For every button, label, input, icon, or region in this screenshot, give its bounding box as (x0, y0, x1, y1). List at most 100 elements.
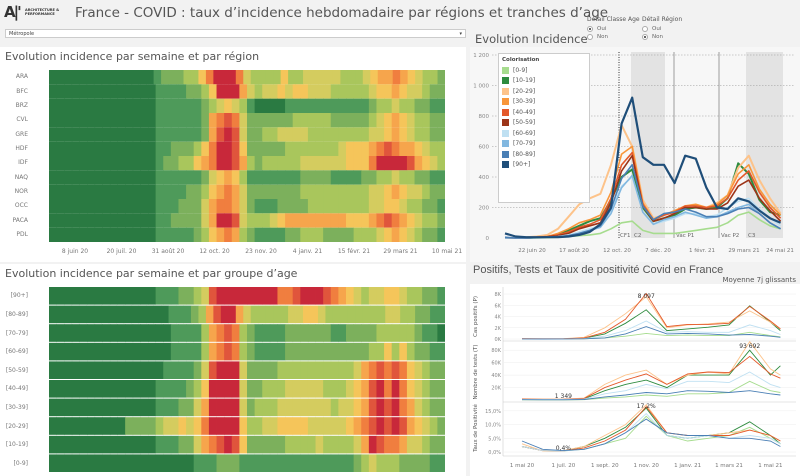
heatmap-cell[interactable] (87, 417, 96, 435)
heatmap-cell[interactable] (323, 417, 332, 435)
heatmap-cell[interactable] (170, 127, 179, 142)
heatmap-cell[interactable] (406, 141, 415, 156)
heatmap-cell[interactable] (216, 199, 225, 214)
heatmap-cell[interactable] (201, 156, 210, 171)
heatmap-cell[interactable] (109, 213, 118, 228)
heatmap-cell[interactable] (71, 342, 80, 361)
heatmap-cell[interactable] (155, 184, 164, 199)
heatmap-cell[interactable] (300, 170, 309, 185)
heatmap-cell[interactable] (368, 454, 377, 472)
region-filter-dropdown[interactable]: Métropole ▾ (5, 29, 466, 38)
heatmap-cell[interactable] (94, 113, 103, 128)
heatmap-cell[interactable] (71, 170, 80, 185)
heatmap-cell[interactable] (353, 199, 362, 214)
heatmap-cell[interactable] (307, 454, 316, 472)
heatmap-cell[interactable] (323, 184, 332, 199)
heatmap-cell[interactable] (102, 287, 111, 305)
heatmap-cell[interactable] (269, 287, 278, 305)
heatmap-cell[interactable] (71, 454, 80, 472)
heatmap-cell[interactable] (437, 213, 445, 228)
heatmap-cell[interactable] (93, 305, 102, 324)
age-detail-oui[interactable]: Oui (587, 25, 640, 33)
heatmap-cell[interactable] (239, 156, 248, 171)
heatmap-cell[interactable] (247, 454, 256, 472)
heatmap-cell[interactable] (330, 113, 339, 128)
heatmap-cell[interactable] (406, 417, 415, 435)
heatmap-cell[interactable] (399, 361, 408, 379)
heatmap-cell[interactable] (231, 184, 240, 199)
heatmap-cell[interactable] (376, 435, 385, 454)
heatmap-cell[interactable] (178, 213, 187, 228)
heatmap-cell[interactable] (292, 227, 301, 242)
heatmap-cell[interactable] (422, 324, 431, 342)
heatmap-cell[interactable] (132, 287, 141, 305)
heatmap-cell[interactable] (330, 398, 339, 417)
heatmap-cell[interactable] (132, 156, 141, 171)
heatmap-cell[interactable] (292, 98, 301, 113)
heatmap-cell[interactable] (338, 213, 347, 228)
heatmap-cell[interactable] (201, 199, 210, 214)
heatmap-cell[interactable] (353, 113, 362, 128)
heatmap-cell[interactable] (56, 324, 65, 342)
heatmap-cell[interactable] (406, 184, 415, 199)
heatmap-cell[interactable] (117, 227, 126, 242)
heatmap-cell[interactable] (430, 305, 438, 324)
heatmap-cell[interactable] (338, 227, 347, 242)
heatmap-cell[interactable] (208, 342, 217, 361)
heatmap-cell[interactable] (285, 213, 294, 228)
heatmap-cell[interactable] (250, 305, 259, 324)
heatmap-cell[interactable] (300, 98, 309, 113)
heatmap-cell[interactable] (310, 305, 319, 324)
heatmap-cell[interactable] (376, 170, 385, 185)
heatmap-cell[interactable] (376, 127, 385, 142)
heatmap-cell[interactable] (414, 454, 423, 472)
heatmap-cell[interactable] (178, 156, 187, 171)
heatmap-cell[interactable] (201, 435, 210, 454)
heatmap-cell[interactable] (170, 454, 179, 472)
heatmap-cell[interactable] (399, 127, 408, 142)
heatmap-cell[interactable] (71, 305, 80, 324)
heatmap-cell[interactable] (117, 84, 126, 99)
heatmap-cell[interactable] (125, 287, 134, 305)
heatmap-cell[interactable] (93, 70, 102, 85)
heatmap-cell[interactable] (239, 435, 248, 454)
heatmap-cell[interactable] (186, 184, 195, 199)
heatmap-cell[interactable] (406, 170, 415, 185)
heatmap-cell[interactable] (148, 227, 157, 242)
heatmap-cell[interactable] (64, 380, 73, 398)
heatmap-cell[interactable] (193, 417, 202, 435)
heatmap-cell[interactable] (125, 113, 134, 128)
heatmap-cell[interactable] (384, 227, 393, 242)
heatmap-cell[interactable] (346, 170, 355, 185)
heatmap-cell[interactable] (399, 342, 408, 361)
heatmap-cell[interactable] (71, 380, 80, 398)
heatmap-cell[interactable] (269, 84, 278, 99)
heatmap-cell[interactable] (323, 398, 332, 417)
heatmap-cell[interactable] (208, 435, 217, 454)
heatmap-cell[interactable] (277, 227, 286, 242)
heatmap-cell[interactable] (368, 184, 377, 199)
heatmap-cell[interactable] (254, 454, 263, 472)
heatmap-cell[interactable] (71, 227, 80, 242)
heatmap-cell[interactable] (300, 227, 309, 242)
heatmap-cell[interactable] (201, 380, 210, 398)
heatmap-cell[interactable] (178, 342, 187, 361)
heatmap-cell[interactable] (254, 342, 263, 361)
heatmap-cell[interactable] (87, 170, 96, 185)
heatmap-cell[interactable] (208, 380, 217, 398)
heatmap-cell[interactable] (125, 98, 134, 113)
heatmap-cell[interactable] (376, 361, 385, 379)
heatmap-cell[interactable] (163, 342, 172, 361)
heatmap-cell[interactable] (220, 305, 229, 324)
heatmap-cell[interactable] (376, 417, 385, 435)
heatmap-cell[interactable] (163, 156, 172, 171)
heatmap-cell[interactable] (338, 454, 347, 472)
heatmap-cell[interactable] (265, 305, 274, 324)
legend-item[interactable]: [20-29] (499, 86, 589, 97)
heatmap-cell[interactable] (437, 398, 445, 417)
heatmap-cell[interactable] (79, 113, 88, 128)
heatmap-cell[interactable] (330, 380, 339, 398)
heatmap-cell[interactable] (163, 170, 172, 185)
heatmap-cell[interactable] (406, 324, 415, 342)
heatmap-cell[interactable] (315, 170, 324, 185)
